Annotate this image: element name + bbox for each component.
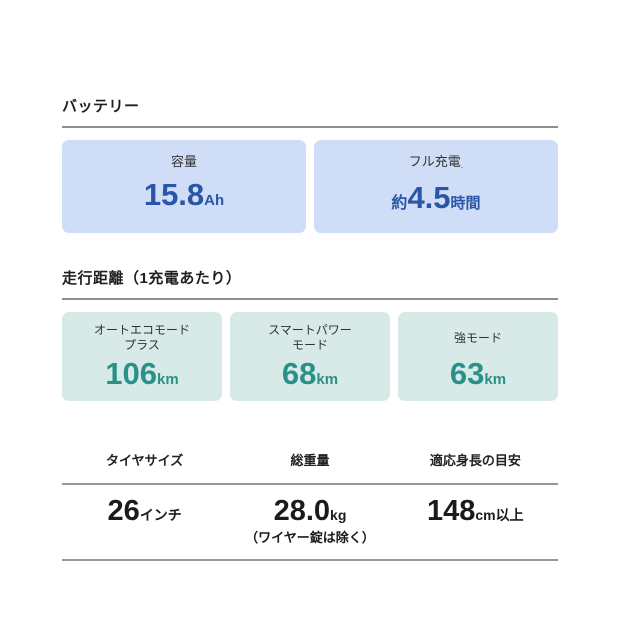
specs-header-row: タイヤサイズ 総重量 適応身長の目安 — [62, 453, 558, 469]
range-auto-eco-number: 106 — [105, 356, 158, 391]
battery-charge-time-value: 約4.5時間 — [314, 180, 558, 216]
battery-capacity-value: 15.8Ah — [62, 177, 306, 213]
range-section: 走行距離（1充電あたり） オートエコモード プラス 106km スマートパワー … — [62, 270, 558, 401]
range-smart-power-label: スマートパワー モード — [268, 323, 352, 352]
specs-bottom-divider — [62, 559, 558, 561]
total-weight-note: （ワイヤー錠は除く） — [245, 530, 375, 545]
rider-height-number: 148 — [427, 495, 476, 527]
battery-charge-time-number: 4.5 — [407, 180, 451, 215]
battery-capacity-label: 容量 — [170, 154, 197, 169]
tire-size-value: 26インチ — [62, 495, 227, 528]
battery-capacity-number: 15.8 — [143, 177, 205, 212]
rider-height-unit: cm以上 — [475, 507, 524, 523]
range-smart-power-card: スマートパワー モード 68km — [230, 312, 390, 401]
total-weight-number: 28.0 — [273, 495, 331, 527]
range-auto-eco-unit: km — [157, 371, 179, 388]
range-section-divider — [62, 298, 558, 300]
battery-section-heading: バッテリー — [62, 98, 140, 115]
battery-capacity-unit: Ah — [204, 192, 225, 209]
range-smart-power-value: 68km — [230, 356, 390, 392]
battery-capacity-card: 容量 15.8Ah — [62, 140, 306, 233]
range-strong-mode-number: 63 — [449, 356, 485, 391]
battery-charge-time-label-text: フル充電 — [408, 154, 461, 169]
range-smart-power-unit: km — [316, 371, 339, 388]
range-strong-mode-card: 強モード 63km — [398, 312, 558, 401]
range-smart-power-number: 68 — [281, 356, 317, 391]
range-card-row: オートエコモード プラス 106km スマートパワー モード 68km 強モード… — [62, 312, 558, 401]
spec-header-total-weight: 総重量 — [290, 453, 330, 468]
rider-height-value: 148cm以上 — [393, 495, 558, 528]
battery-charge-time-unit: 時間 — [450, 195, 481, 212]
range-auto-eco-card: オートエコモード プラス 106km — [62, 312, 222, 401]
range-section-heading: 走行距離（1充電あたり） — [62, 270, 242, 287]
tire-size-unit: インチ — [139, 507, 182, 523]
tire-size-number: 26 — [107, 495, 140, 527]
specs-value-row: 26インチ 28.0kg （ワイヤー錠は除く） 148cm以上 — [62, 493, 558, 545]
battery-charge-time-card: フル充電. 約4.5時間 — [314, 140, 558, 233]
specs-section: タイヤサイズ 総重量 適応身長の目安 26インチ 28.0kg （ワイヤー錠は除… — [62, 453, 558, 561]
battery-section: バッテリー 容量 15.8Ah フル充電. 約4.5時間 — [62, 98, 558, 233]
total-weight-unit: kg — [330, 507, 347, 523]
battery-charge-time-prefix: 約 — [391, 195, 408, 212]
range-strong-mode-unit: km — [484, 371, 507, 388]
spec-header-tire-size: タイヤサイズ — [106, 453, 184, 468]
range-auto-eco-value: 106km — [62, 356, 222, 392]
total-weight-value: 28.0kg — [227, 495, 392, 528]
spec-col-tire-size: 26インチ — [62, 493, 227, 545]
battery-charge-time-label-mark: . — [460, 160, 464, 170]
specs-header-divider — [62, 483, 558, 485]
battery-card-row: 容量 15.8Ah フル充電. 約4.5時間 — [62, 140, 558, 233]
range-strong-mode-label: 強モード — [453, 330, 502, 345]
battery-section-divider — [62, 126, 558, 128]
battery-charge-time-label: フル充電. — [314, 154, 558, 173]
range-strong-mode-value: 63km — [398, 356, 558, 392]
spec-col-rider-height: 148cm以上 — [393, 493, 558, 545]
spec-header-rider-height: 適応身長の目安 — [429, 453, 521, 468]
range-auto-eco-label: オートエコモード プラス — [93, 323, 190, 352]
spec-col-total-weight: 28.0kg （ワイヤー錠は除く） — [227, 493, 392, 545]
